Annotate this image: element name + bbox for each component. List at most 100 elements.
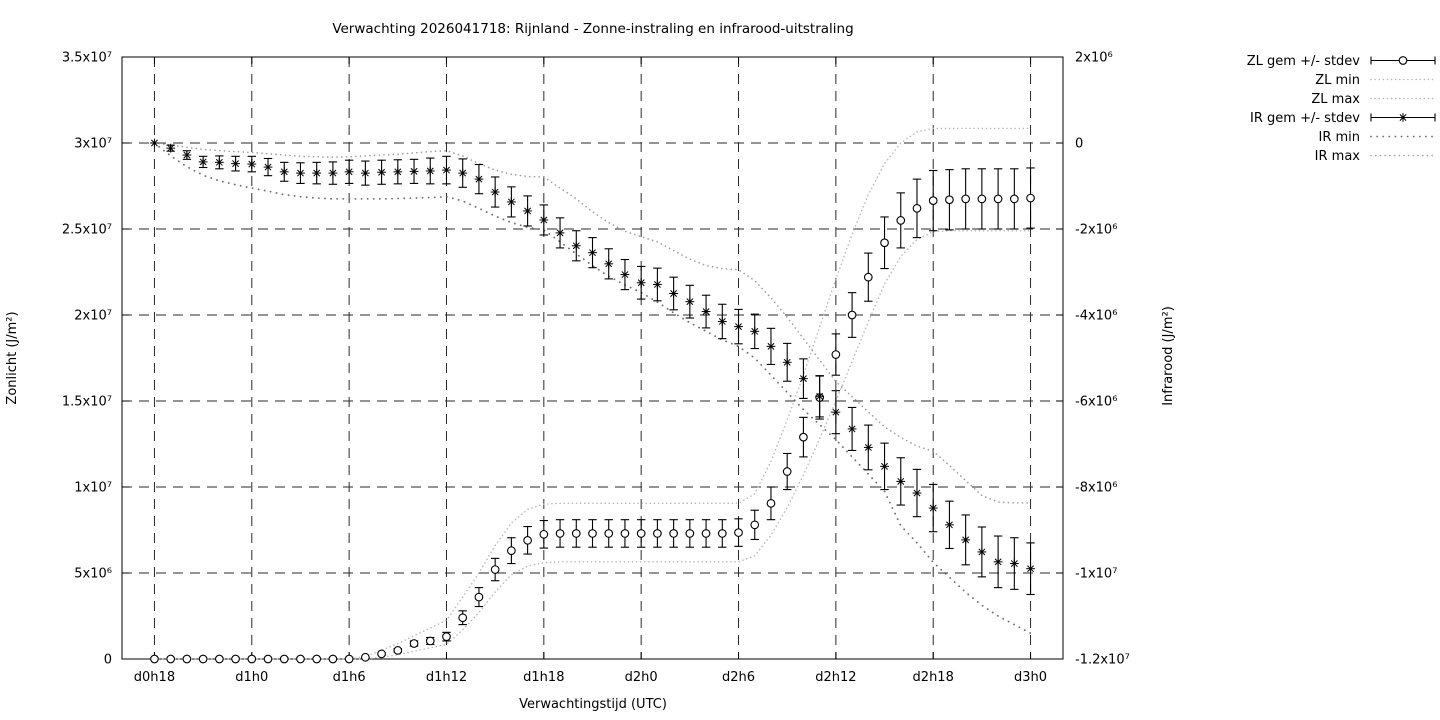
y-tick-label-right: -6x10⁶ <box>1075 395 1117 410</box>
axis-ticks: d0h18 d1h0 d1h6 d1h12 d1h18 d2h0 d2h6 d2h12 d2h1… <box>62 51 1130 686</box>
marker-circle <box>231 654 240 664</box>
marker-circle <box>490 565 500 574</box>
y-tick-label-left: 1.5x10⁷ <box>62 395 112 410</box>
marker-circle <box>912 204 922 213</box>
marker-circle <box>312 654 322 664</box>
y-tick-label-left: 3x10⁷ <box>74 137 112 152</box>
y-tick-label-left: 1x10⁷ <box>74 481 112 496</box>
marker-circle <box>863 272 873 282</box>
marker-circle <box>831 350 841 359</box>
dotted-line <box>153 229 1032 660</box>
y-axis-label-right: Infrarood (J/m²) <box>1161 306 1176 406</box>
x-tick-label: d0h18 <box>134 670 175 685</box>
marker-circle <box>993 194 1003 204</box>
y-tick-label-left: 2x10⁷ <box>74 309 112 324</box>
marker-circle <box>523 535 532 545</box>
marker-circle <box>750 520 760 530</box>
marker-asterisk <box>280 168 288 176</box>
y-tick-label-right: 2x10⁶ <box>1075 51 1113 66</box>
legend: ZL gem +/- stdev ZL min ZL max IR gem +/- s… <box>1247 54 1436 164</box>
marker-circle <box>166 654 176 664</box>
marker-asterisk <box>150 139 158 147</box>
marker-asterisk <box>751 327 759 335</box>
marker-circle <box>782 467 792 476</box>
marker-circle <box>636 529 646 538</box>
marker-asterisk <box>686 298 694 306</box>
legend-entry-zl-gem-stdev: ZL gem +/- stdev <box>1247 54 1436 69</box>
series-zl-max <box>153 127 1032 660</box>
marker-asterisk <box>799 375 807 383</box>
marker-asterisk <box>345 168 353 176</box>
marker-asterisk <box>767 342 775 350</box>
marker-asterisk <box>897 477 905 485</box>
marker-asterisk <box>556 229 564 237</box>
marker-asterisk <box>913 489 921 497</box>
marker-circle <box>734 528 743 537</box>
marker-asterisk <box>589 249 596 257</box>
dotted-line <box>153 142 1032 635</box>
marker-circle <box>555 529 565 538</box>
series-ir-gem-stdev <box>150 138 1035 596</box>
marker-circle <box>409 639 419 648</box>
marker-asterisk <box>637 279 645 287</box>
marker-asterisk <box>264 163 272 171</box>
x-tick-label: d1h0 <box>235 670 268 685</box>
legend-entry-zl-min: ZL min <box>1315 73 1436 88</box>
marker-asterisk <box>459 169 467 177</box>
plot-border-box <box>121 56 1064 660</box>
legend-label: ZL max <box>1311 92 1360 107</box>
marker-circle <box>1009 194 1019 204</box>
series-ir-min <box>153 142 1032 635</box>
marker-asterisk <box>248 160 256 168</box>
marker-circle <box>458 613 468 623</box>
marker-asterisk <box>848 425 856 433</box>
marker-asterisk <box>378 168 386 176</box>
marker-asterisk <box>491 188 499 196</box>
marker-circle <box>620 529 630 538</box>
marker-asterisk <box>718 317 726 325</box>
x-tick-label: d3h0 <box>1014 670 1047 685</box>
marker-circle <box>847 310 857 320</box>
data-series <box>150 127 1035 664</box>
marker-circle <box>393 646 403 655</box>
x-tick-label: d2h0 <box>625 670 658 685</box>
y-tick-label-right: -1x10⁷ <box>1075 567 1117 582</box>
marker-asterisk <box>670 290 678 297</box>
marker-asterisk <box>215 158 223 166</box>
x-tick-label: d1h12 <box>426 670 467 685</box>
series-ir-max <box>153 142 1032 504</box>
marker-asterisk <box>962 536 970 544</box>
series-zl-gem-stdev <box>150 167 1035 664</box>
marker-asterisk <box>572 242 580 250</box>
legend-label: IR min <box>1318 130 1360 145</box>
marker-circle <box>977 194 987 204</box>
marker-asterisk <box>945 521 953 529</box>
y-tick-label-left: 3.5x10⁷ <box>62 51 112 66</box>
series-zl-min <box>153 229 1032 660</box>
marker-circle <box>150 654 159 664</box>
marker-circle <box>961 194 971 204</box>
marker-asterisk <box>978 548 986 556</box>
legend-label: ZL min <box>1315 73 1360 88</box>
marker-circle <box>799 432 808 442</box>
marker-circle <box>669 529 678 538</box>
marker-asterisk <box>426 167 434 175</box>
marker-asterisk <box>783 358 791 366</box>
marker-circle <box>507 546 516 555</box>
marker-circle <box>214 654 224 664</box>
marker-circle <box>766 498 776 508</box>
x-tick-label: d2h12 <box>815 670 856 685</box>
marker-asterisk <box>1010 560 1018 567</box>
gridlines <box>122 57 1063 659</box>
chart-title: Verwachting 2026041718: Rijnland - Zonne… <box>332 21 853 37</box>
marker-circle <box>296 654 305 664</box>
y-tick-label-right: -1.2x10⁷ <box>1075 653 1130 668</box>
marker-circle <box>361 652 370 662</box>
x-tick-label: d2h6 <box>722 670 755 685</box>
legend-label: ZL gem +/- stdev <box>1247 54 1361 69</box>
marker-asterisk <box>1399 114 1407 121</box>
marker-asterisk <box>394 168 402 176</box>
marker-circle <box>880 238 889 248</box>
marker-asterisk <box>702 308 710 316</box>
marker-circle <box>685 529 695 538</box>
